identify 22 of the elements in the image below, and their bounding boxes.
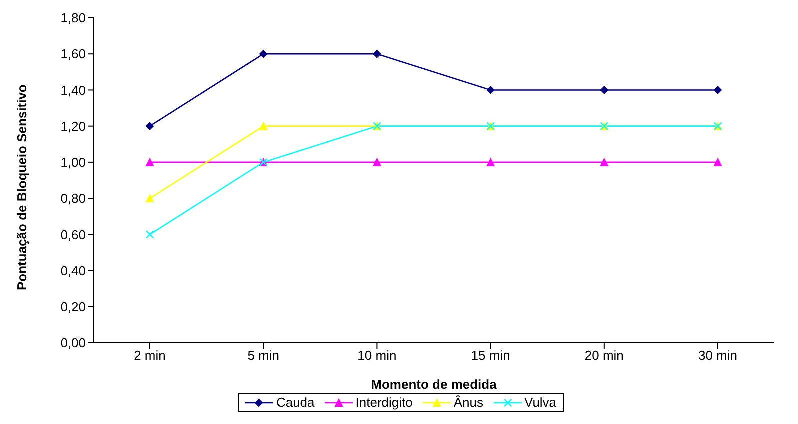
y-tick-label: 0,20 <box>60 300 86 315</box>
x-tick-label: 15 min <box>471 348 510 364</box>
y-tick-label: 1,20 <box>60 118 86 134</box>
legend-label: Interdigito <box>354 395 413 410</box>
y-tick-label: 0,40 <box>60 263 86 278</box>
legend-label: Ânus <box>452 395 484 410</box>
y-tick-label: 0,60 <box>60 227 86 242</box>
x-tick-label: 30 min <box>698 348 738 364</box>
y-tick-label: 0,00 <box>60 336 86 351</box>
y-tick-label: 1,60 <box>60 46 86 62</box>
y-tick-label: 1,40 <box>60 82 86 98</box>
x-tick-label: 2 min <box>134 348 166 364</box>
x-tick-label: 20 min <box>584 348 624 364</box>
y-axis-title: Pontuação de Bloqueio Sensitivo <box>14 84 30 290</box>
legend-label: Cauda <box>275 395 315 410</box>
x-tick-label: 5 min <box>248 348 280 364</box>
legend-label: Vulva <box>524 395 557 410</box>
x-tick-label: 10 min <box>358 348 397 364</box>
y-tick-label: 1,00 <box>60 155 86 170</box>
x-axis-title: Momento de medida <box>371 377 498 392</box>
y-tick-label: 0,80 <box>60 191 86 206</box>
y-tick-label: 1,80 <box>60 10 86 26</box>
